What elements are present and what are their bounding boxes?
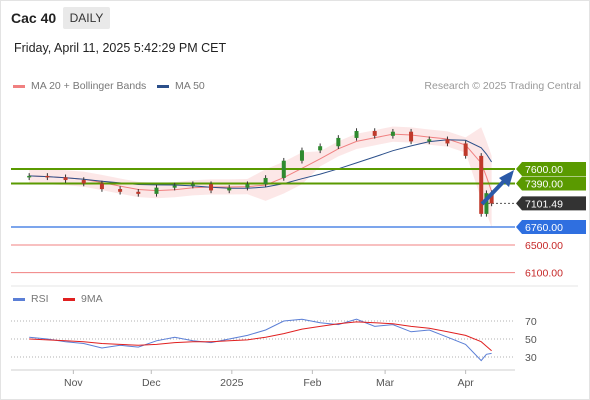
price-tick-label: 7101.49 [525,198,563,210]
bollinger-band [29,126,492,228]
candle [45,175,50,178]
candle [263,177,268,185]
x-tick-label: 2025 [220,377,244,389]
top-bar: Cac 40 DAILY [0,0,590,36]
candle [336,137,341,147]
candle [209,184,214,191]
candle [281,160,286,178]
x-tick-label: Mar [376,377,395,389]
copyright-text: Research © 2025 Trading Central [424,80,581,92]
price-tag [516,176,586,191]
legend-swatch [63,297,75,301]
price-tag [516,220,586,234]
candle [136,191,141,194]
ma50-line [29,139,493,189]
candle [99,183,104,190]
candle [390,131,395,136]
period-tab[interactable]: DAILY [63,7,110,29]
price-tick-label: 7600.00 [525,164,563,176]
price-tag [516,196,586,211]
candle [81,180,86,184]
timestamp: Friday, April 11, 2025 5:42:29 PM CET [14,41,227,55]
candle [318,146,323,151]
legend-label: 9MA [81,293,103,305]
candle [245,184,250,188]
candle [409,131,414,142]
rsi-tick-label: 70 [525,316,537,328]
price-tick-label: 6100.00 [525,268,563,280]
candle [479,155,484,214]
x-tick-label: Feb [303,377,321,389]
legend-swatch [157,84,169,88]
bullish-arrow-head [499,170,514,187]
bullish-arrow [480,178,507,206]
price-tick-label: 6760.00 [525,222,563,234]
candle [484,193,489,214]
candle [63,177,68,181]
rsi-tick-label: 30 [525,352,537,364]
candle [372,131,377,136]
candle [299,150,304,161]
candle [354,131,359,138]
legend-label: RSI [31,293,49,305]
legend-rsi: RSI [13,293,49,305]
legend-label: MA 20 + Bollinger Bands [31,80,147,92]
candle [154,187,159,194]
x-tick-label: Apr [457,377,474,389]
rsi-tick-label: 50 [525,334,537,346]
legend-swatch [13,84,25,88]
candle [172,185,177,188]
candle [27,175,32,178]
candle [227,187,232,191]
legend-ma50: MA 50 [157,80,205,92]
rsi-9ma-line [29,321,492,352]
price-tag [516,162,586,176]
candle [463,143,468,156]
candle [118,189,123,192]
candle [427,139,432,142]
legend-label: MA 50 [175,80,205,92]
candle [190,184,195,186]
x-tick-label: Nov [64,377,83,389]
x-tick-label: Dec [142,377,161,389]
candle [445,139,450,144]
legend-swatch [13,297,25,301]
price-tick-label: 7390.00 [525,179,563,191]
candle [489,193,494,204]
legend-ma20-bollinger: MA 20 + Bollinger Bands [13,80,146,92]
price-tick-label: 6500.00 [525,240,563,252]
rsi-line [29,318,492,362]
legend-9ma: 9MA [63,293,103,305]
instrument-title: Cac 40 [11,10,57,26]
